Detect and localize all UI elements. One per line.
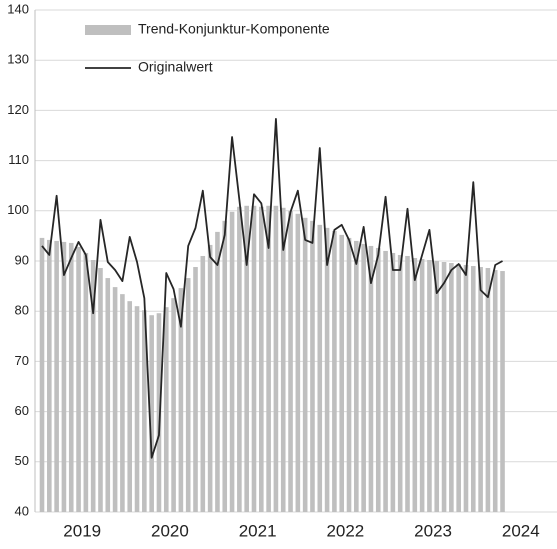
bar xyxy=(317,224,323,512)
bar xyxy=(76,246,81,512)
bar xyxy=(171,298,176,512)
bar xyxy=(354,240,359,513)
y-tick-label: 70 xyxy=(15,353,29,368)
bar xyxy=(237,206,242,512)
y-tick-label: 50 xyxy=(15,453,29,468)
bar xyxy=(127,301,133,512)
x-tick-label: 2019 xyxy=(63,521,101,540)
bar xyxy=(434,261,440,512)
bar xyxy=(251,205,257,512)
bar xyxy=(449,263,454,512)
bar xyxy=(200,255,206,513)
legend-swatch xyxy=(85,25,131,35)
bar xyxy=(397,254,403,512)
x-tick-label: 2023 xyxy=(414,521,452,540)
bar xyxy=(405,255,410,513)
bar xyxy=(134,306,140,512)
x-tick-label: 2024 xyxy=(502,521,540,540)
bar xyxy=(456,264,461,512)
y-tick-label: 40 xyxy=(15,503,29,518)
bar xyxy=(90,259,96,512)
bar xyxy=(332,230,337,512)
y-tick-label: 140 xyxy=(7,1,29,16)
bar xyxy=(259,206,264,512)
y-tick-label: 110 xyxy=(8,152,29,167)
bar xyxy=(68,242,74,513)
bar xyxy=(361,243,366,512)
bar xyxy=(441,262,447,512)
y-tick-label: 60 xyxy=(15,403,29,418)
bar xyxy=(470,266,476,512)
bar xyxy=(288,210,293,513)
legend-label: Trend-Konjunktur-Komponente xyxy=(138,21,330,37)
y-tick-label: 90 xyxy=(15,252,29,267)
bar xyxy=(339,234,345,512)
bar xyxy=(310,220,315,512)
bar xyxy=(324,227,330,513)
bar xyxy=(427,259,432,512)
bar xyxy=(142,310,147,512)
bar xyxy=(54,240,59,513)
bar xyxy=(112,287,118,512)
x-tick-label: 2021 xyxy=(239,521,277,540)
y-tick-label: 120 xyxy=(7,102,29,117)
bar xyxy=(185,278,191,512)
bar xyxy=(390,252,396,512)
bar xyxy=(120,294,125,512)
bar xyxy=(375,247,381,512)
bar xyxy=(500,271,505,512)
bar xyxy=(478,267,483,512)
bar xyxy=(98,268,103,512)
bar xyxy=(280,207,286,512)
bar xyxy=(368,245,374,512)
bar xyxy=(229,211,235,512)
y-tick-label: 80 xyxy=(15,303,29,318)
bar xyxy=(266,205,271,512)
bar xyxy=(463,265,469,512)
bar xyxy=(222,220,228,512)
bar xyxy=(149,315,154,512)
bar xyxy=(193,267,198,512)
bar xyxy=(47,239,52,512)
bar xyxy=(61,241,67,512)
bar xyxy=(178,288,184,512)
bar xyxy=(105,278,111,512)
bar xyxy=(383,250,388,512)
x-tick-label: 2020 xyxy=(151,521,189,540)
bar xyxy=(39,237,45,512)
x-tick-label: 2022 xyxy=(326,521,364,540)
bar xyxy=(346,237,352,512)
legend-label: Originalwert xyxy=(138,59,213,75)
y-tick-label: 100 xyxy=(7,202,29,217)
bar xyxy=(419,258,425,512)
bar xyxy=(163,307,169,512)
bar xyxy=(215,231,220,512)
bar xyxy=(412,257,418,512)
bar xyxy=(492,270,498,512)
bar xyxy=(207,244,213,512)
bar xyxy=(83,252,89,512)
bar xyxy=(295,213,301,512)
bar xyxy=(156,313,162,512)
y-tick-label: 130 xyxy=(7,52,29,67)
bar xyxy=(302,217,308,512)
bar xyxy=(485,268,491,512)
line xyxy=(41,118,503,459)
bar xyxy=(244,205,249,512)
bar xyxy=(273,205,279,512)
